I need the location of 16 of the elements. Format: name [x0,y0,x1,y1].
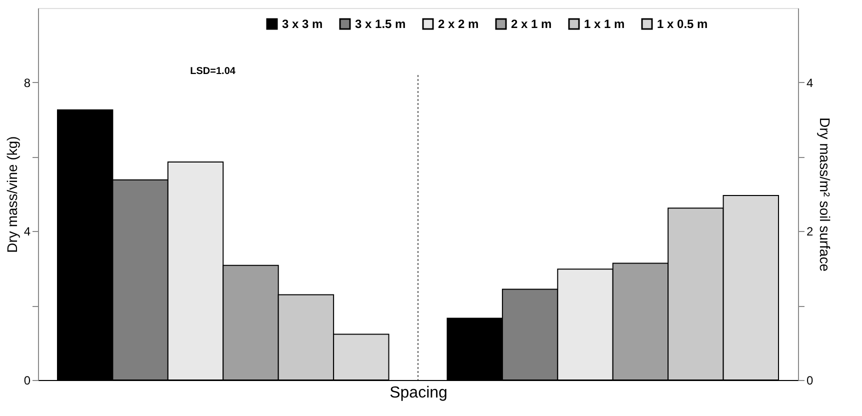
legend-label: 3 x 3 m [282,17,323,31]
annotation: LSD=1.04 [190,66,236,78]
y2-tick-label: 4 [806,76,814,90]
legend-label: 1 x 0.5 m [657,17,708,31]
x-axis-title: Spacing [390,384,448,402]
y2-axis-title: Dry mass/m² soil surface [817,117,834,272]
legend-label: 2 x 2 m [438,17,479,31]
legend-label: 2 x 1 m [511,17,552,31]
y-axis-title: Dry mass/vine (kg) [4,136,20,253]
y2-tick-label: 0 [806,374,814,388]
legend-label: 1 x 1 m [584,17,625,31]
legend-label: 3 x 1.5 m [355,17,406,31]
y-tick-label: 4 [24,224,31,239]
y-tick-label: 0 [24,374,31,388]
y2-tick-label: 2 [806,224,814,239]
y-tick-label: 8 [24,76,31,90]
